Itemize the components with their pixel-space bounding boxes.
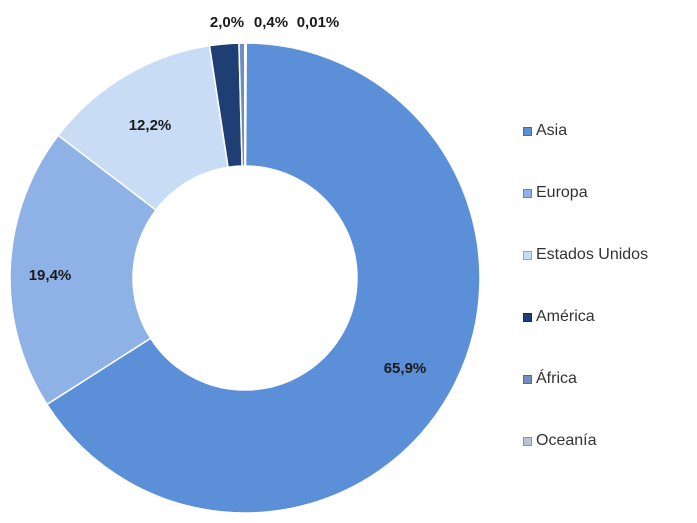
legend-label-estados-unidos: Estados Unidos xyxy=(536,246,649,263)
slice-estados-unidos xyxy=(57,44,229,212)
data-label-europa: 19,4% xyxy=(29,267,72,284)
legend: Asia Europa Estados Unidos América África Oce… xyxy=(523,100,648,472)
data-label-america: 2,0% xyxy=(210,14,244,31)
legend-swatch-asia xyxy=(523,126,532,136)
slice-oceania xyxy=(244,42,248,167)
legend-label-oceania: Oceanía xyxy=(536,432,597,449)
data-labels-layer: 65,9% 19,4% 12,2% 2,0% 0,4% 0,01% xyxy=(29,14,427,377)
data-label-oceania: 0,01% xyxy=(297,14,340,31)
legend-item-america: América xyxy=(523,286,648,348)
data-label-africa: 0,4% xyxy=(254,14,288,31)
slices-layer xyxy=(9,42,481,514)
legend-label-europa: Europa xyxy=(536,184,588,201)
legend-label-america: América xyxy=(536,308,595,325)
legend-swatch-estados-unidos xyxy=(523,250,532,260)
legend-label-africa: África xyxy=(536,370,577,387)
legend-item-africa: África xyxy=(523,348,648,410)
data-label-estados-unidos: 12,2% xyxy=(129,117,172,134)
slice-europa xyxy=(9,134,158,406)
legend-item-oceania: Oceanía xyxy=(523,410,648,472)
legend-swatch-africa xyxy=(523,374,532,384)
legend-item-europa: Europa xyxy=(523,162,648,224)
legend-swatch-europa xyxy=(523,188,532,198)
legend-swatch-america xyxy=(523,312,532,322)
legend-label-asia: Asia xyxy=(536,122,568,139)
data-label-asia: 65,9% xyxy=(384,360,427,377)
legend-swatch-oceania xyxy=(523,436,532,446)
slice-asia xyxy=(45,42,481,514)
legend-item-asia: Asia xyxy=(523,100,648,162)
legend-item-estados-unidos: Estados Unidos xyxy=(523,224,648,286)
